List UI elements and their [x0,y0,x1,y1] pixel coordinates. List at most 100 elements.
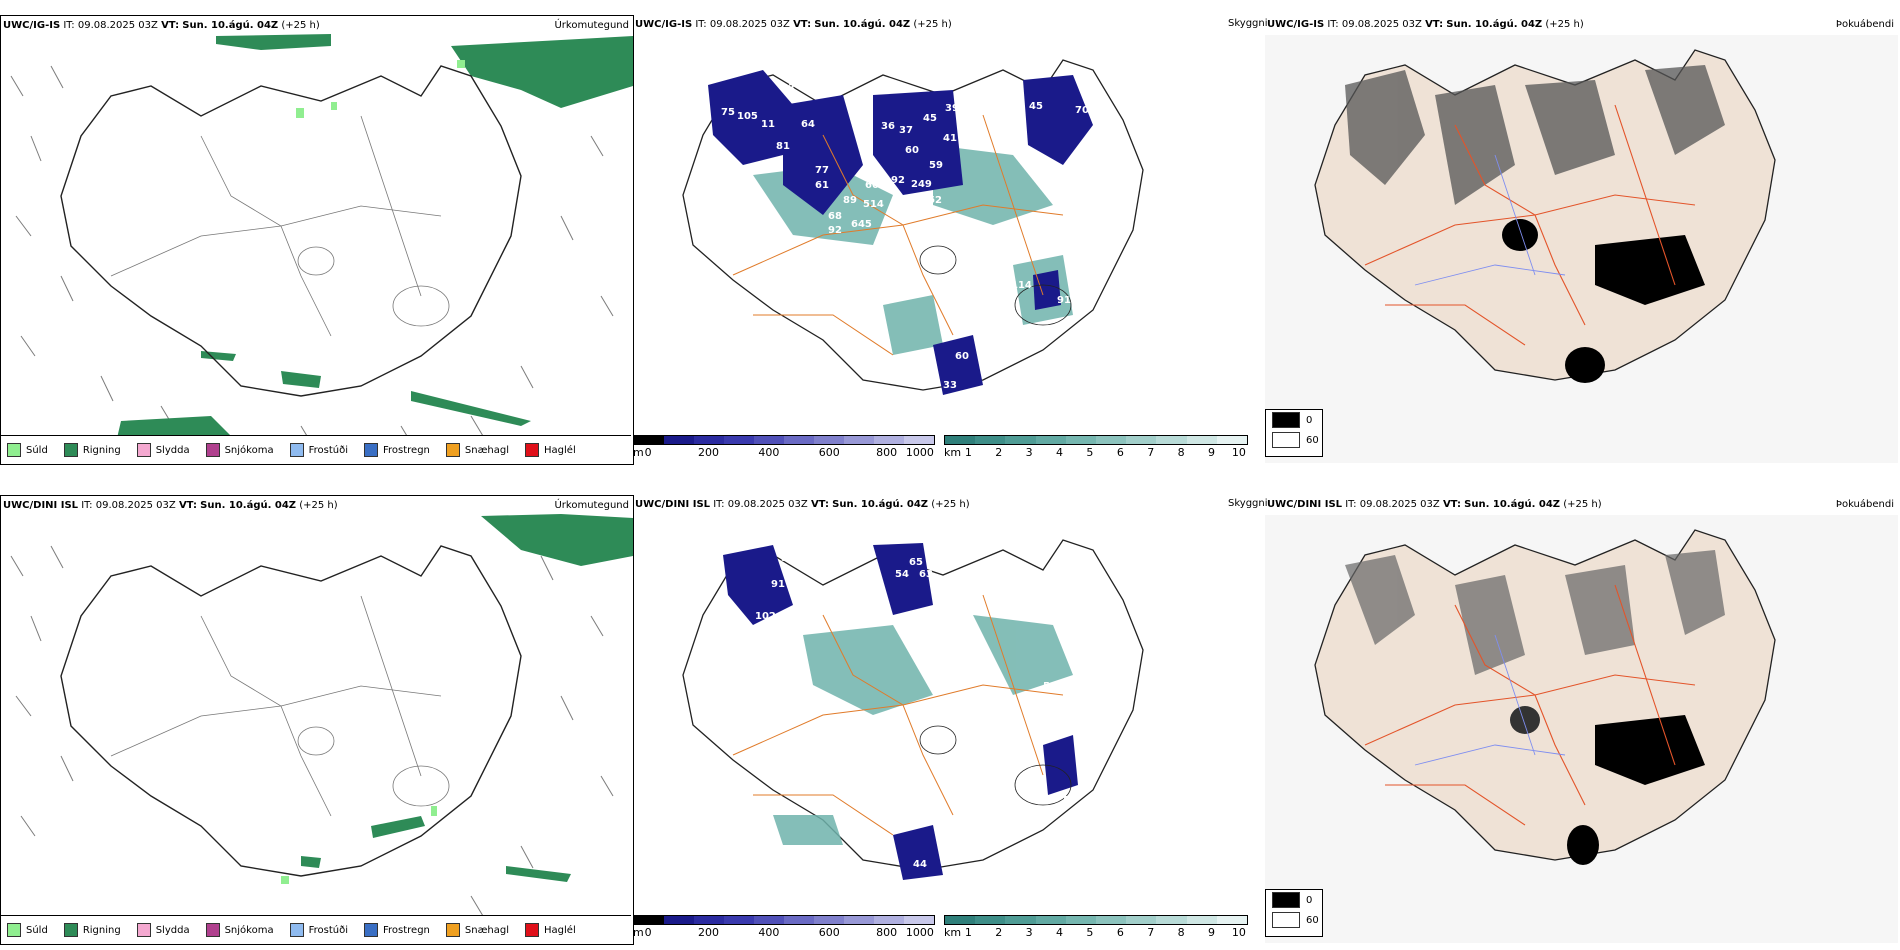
cloud-base-value: 59 [929,160,943,171]
skyggni-label: Skyggni [1228,498,1268,509]
cloud-base-value: 70 [1075,105,1089,116]
cloud-base-value: 59 [1043,681,1057,692]
precip-map-graphic [10,514,633,917]
legend-item: Haglél [525,923,576,937]
cloud-base-scale: m 0 200 400 600 800 1000 [633,915,935,940]
cloud-base-value: 92 [891,175,905,186]
tick: 600 [818,446,840,459]
vt-value: Sun. 10.ágú. 04Z [182,20,279,31]
cloud-base-value: 91 [771,579,785,590]
tick: 6 [1116,446,1124,459]
cloud-visibility-map-row2: UWC/DINI ISL IT: 09.08.2025 03Z VT: Sun.… [633,495,1263,943]
scale-ticks: km 1 2 3 4 5 6 7 8 9 10 [944,446,1248,460]
cloud-base-value: 92 [828,225,842,236]
legend-swatch [205,443,220,457]
legend-swatch [364,923,378,937]
vt-value: Sun. 10.ágú. 04Z [814,19,911,30]
scale-bar [633,435,935,445]
model-name: UWC/IG-IS [3,20,61,31]
tick: 1 [964,926,972,939]
precip-type-map-row2: UWC/DINI ISL IT: 09.08.2025 03Z VT: Sun.… [0,495,634,945]
vt-value: Sun. 10.ágú. 04Z [1464,499,1561,510]
map-header: UWC/DINI ISL IT: 09.08.2025 03Z VT: Sun.… [3,500,338,511]
precip-map-graphic [10,34,633,464]
fog-legend-row: 0 [1266,890,1322,910]
precip-type-map-row1: UWC/IG-IS IT: 09.08.2025 03Z VT: Sun. 10… [0,15,634,465]
cloud-base-value: 60 [865,180,879,191]
legend-item: Haglél [525,443,576,457]
cloud-base-value: 37 [899,125,913,136]
legend-swatch [7,923,21,937]
map-header: UWC/IG-IS IT: 09.08.2025 03Z VT: Sun. 10… [635,19,952,30]
lead-time: (+25 h) [299,500,338,511]
fog-indicator-map-row1: UWC/IG-IS IT: 09.08.2025 03Z VT: Sun. 10… [1265,15,1898,463]
it-label: IT: [695,19,707,30]
cloud-base-value: 84 [1085,133,1099,144]
it-value: 09.08.2025 03Z [1341,19,1422,30]
it-label: IT: [81,500,93,511]
tick: 9 [1208,926,1216,939]
map-header: UWC/IG-IS IT: 09.08.2025 03Z VT: Sun. 10… [1267,19,1584,30]
legend-item: Snæhagl [445,923,509,937]
legend-label: 0 [1306,414,1313,426]
tick: 6 [1116,926,1124,939]
tick: 200 [698,446,719,459]
cloud-base-value: 12 [791,585,805,596]
tick: 5 [1086,926,1094,939]
cloud-base-value: 159 [1095,160,1116,171]
legend-label: Haglél [544,924,576,936]
legend-label: Frostregn [383,444,430,456]
cloud-base-value: 76 [1005,765,1019,776]
precip-legend: Súld Rigning Slydda Snjókoma Frostúði Fr… [1,435,631,464]
legend-label: Slydda [155,444,190,456]
tick: 0 [644,446,652,459]
tick: 10 [1231,926,1246,939]
legend-item: Snjókoma [205,923,274,937]
tick: 4 [1056,446,1064,459]
cloud-base-value: 61 [815,180,829,191]
legend-swatch [445,923,460,937]
map-header: UWC/DINI ISL IT: 09.08.2025 03Z VT: Sun.… [635,499,970,510]
lead-time: (+25 h) [931,499,970,510]
legend-item: Rigning [63,923,121,937]
it-value: 09.08.2025 03Z [1359,499,1440,510]
legend-swatch [136,443,151,457]
it-label: IT: [1327,19,1339,30]
it-value: 09.08.2025 03Z [95,500,176,511]
cloud-base-value: 63 [919,569,933,580]
legend-label: 60 [1306,434,1319,446]
cloud-base-value: 62 [928,195,942,206]
lead-time: (+25 h) [1545,19,1584,30]
cloud-base-value: 296 [1061,601,1082,612]
vt-label: VT: [1425,19,1444,30]
legend-swatch [364,443,378,457]
vt-value: Sun. 10.ágú. 04Z [200,500,297,511]
fog-map-graphic [1265,35,1898,463]
tick: 1000 [905,446,934,459]
cloud-base-value: 53 [781,83,795,94]
model-name: UWC/DINI ISL [635,499,711,510]
tick: 8 [1177,926,1185,939]
tick: 800 [876,926,898,939]
cloud-base-value: 81 [776,141,790,152]
cloud-base-value: 68 [828,211,842,222]
scale-unit-m: m [633,446,644,459]
cloud-base-value: 311 [1095,619,1116,630]
tick: 2 [995,446,1003,459]
tick: 600 [818,926,840,939]
vt-label: VT: [793,19,812,30]
cloud-base-value: 64 [801,119,815,130]
scale-bar [944,435,1248,445]
scale-unit-km: km [944,446,962,459]
tick: 0 [644,926,652,939]
tick: 1000 [905,926,934,939]
tick: 400 [758,446,780,459]
cloud-base-value: 114 [1011,280,1032,291]
scale-ticks: m 0 200 400 600 800 1000 [633,446,935,460]
legend-swatch [525,443,540,457]
fog-legend: 0 60 [1265,889,1323,937]
legend-label: 0 [1306,894,1313,906]
tick: 200 [698,926,719,939]
cloud-base-value: 55 [1063,795,1077,806]
legend-label: Haglél [544,444,576,456]
